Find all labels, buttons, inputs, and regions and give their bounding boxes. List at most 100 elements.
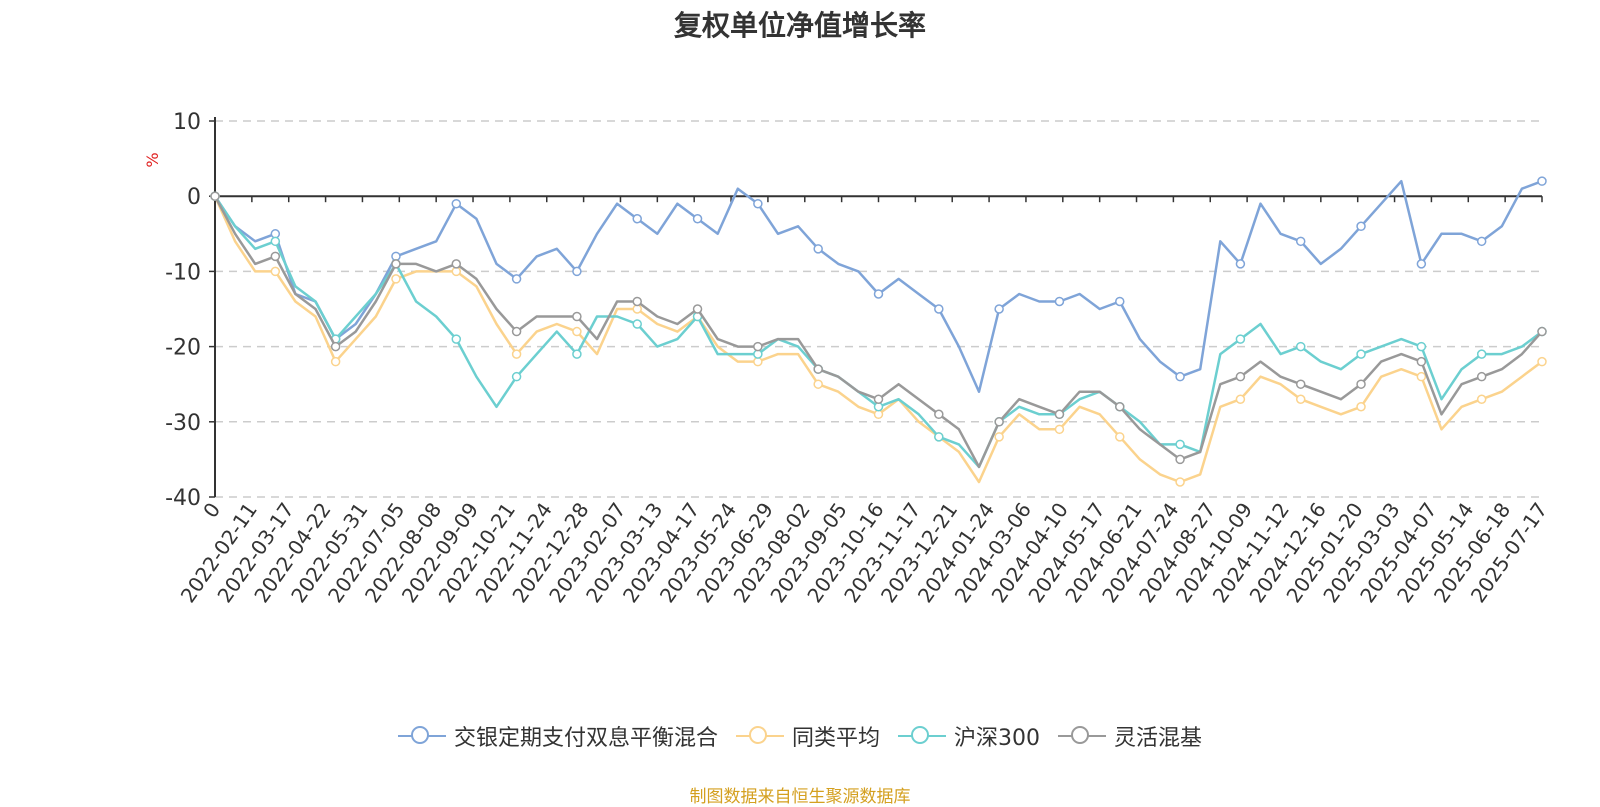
series-point xyxy=(451,334,462,344)
series-point xyxy=(1115,402,1125,412)
series-point xyxy=(270,251,281,262)
legend-marker xyxy=(397,726,446,746)
series-point xyxy=(753,341,763,352)
series-point xyxy=(632,319,642,329)
series-point xyxy=(1537,326,1547,337)
series-point xyxy=(1175,371,1185,382)
series-point xyxy=(1476,371,1487,382)
series-point xyxy=(1356,379,1366,389)
series-point xyxy=(511,371,522,382)
legend-item[interactable]: 沪深300 xyxy=(898,720,1040,752)
series-point xyxy=(692,304,703,314)
series-point xyxy=(934,432,944,442)
y-tick-label: 0 xyxy=(187,185,201,210)
series-point xyxy=(1295,341,1306,352)
series-point xyxy=(210,191,220,201)
series-point xyxy=(1054,296,1065,307)
series-point xyxy=(511,349,522,359)
grid-layer xyxy=(215,120,1542,498)
series-point xyxy=(994,417,1004,427)
series-point xyxy=(1295,379,1306,389)
series-point xyxy=(1175,477,1185,487)
axis-layer: 100-10-20-30-4002022-02-112022-03-172022… xyxy=(165,110,1552,607)
legend-item[interactable]: 同类平均 xyxy=(735,720,880,752)
legend-marker xyxy=(1058,726,1106,746)
series-point xyxy=(1476,349,1487,359)
series-point xyxy=(1416,259,1427,269)
series-point xyxy=(1416,371,1427,382)
series-point xyxy=(813,379,823,389)
series-point xyxy=(813,364,823,374)
series-point xyxy=(1115,296,1125,307)
series-point xyxy=(511,326,522,337)
legend-label: 灵活混基 xyxy=(1114,726,1203,751)
series-point xyxy=(873,394,884,404)
series-point xyxy=(572,311,582,322)
series-point xyxy=(330,356,341,367)
series-point xyxy=(1416,356,1427,367)
series-line-0 xyxy=(213,179,1543,393)
series-point xyxy=(1235,334,1246,344)
source-note: 制图数据来自恒生聚源数据库 xyxy=(689,787,911,807)
series-point xyxy=(1537,176,1547,186)
series-point xyxy=(1115,432,1125,442)
series-line-3 xyxy=(213,195,1543,469)
series-line-1 xyxy=(213,195,1543,484)
series-point xyxy=(692,214,703,224)
series-point xyxy=(572,326,582,337)
series-point xyxy=(572,266,582,277)
y-tick-label: -30 xyxy=(165,411,201,436)
series-point xyxy=(451,198,462,209)
y-tick-label: 10 xyxy=(173,110,201,135)
series-line-2 xyxy=(213,195,1543,469)
series-point xyxy=(1356,402,1366,412)
x-tick-label: 0 xyxy=(198,498,225,522)
legend-marker xyxy=(735,726,784,746)
legend-item[interactable]: 交银定期支付双息平衡混合 xyxy=(397,720,718,752)
series-point xyxy=(632,214,642,224)
legend-label: 交银定期支付双息平衡混合 xyxy=(453,726,718,751)
series-point xyxy=(391,274,401,284)
series-point xyxy=(1235,394,1246,404)
series-point xyxy=(270,266,281,277)
series-point xyxy=(1175,439,1185,450)
series-point xyxy=(873,289,884,299)
series-point xyxy=(1235,259,1246,269)
series-point xyxy=(1295,236,1306,247)
series-point xyxy=(391,259,401,269)
chart-legend: 交银定期支付双息平衡混合 同类平均 沪深300 灵活混基 xyxy=(0,720,1600,752)
series-layer xyxy=(210,176,1547,487)
y-axis-label: % xyxy=(143,152,162,167)
chart-title: 复权单位净值增长率 xyxy=(673,9,926,42)
legend-item[interactable]: 灵活混基 xyxy=(1058,720,1202,752)
y-tick-label: -40 xyxy=(165,486,201,511)
series-point xyxy=(934,304,944,314)
series-point xyxy=(1476,394,1487,404)
series-point xyxy=(1416,341,1427,352)
series-point xyxy=(632,296,642,307)
series-point xyxy=(1054,409,1065,420)
series-point xyxy=(1295,394,1306,404)
legend-label: 沪深300 xyxy=(954,726,1040,751)
line-chart: 100-10-20-30-4002022-02-112022-03-172022… xyxy=(143,110,1552,607)
legend-marker xyxy=(898,726,946,746)
series-point xyxy=(994,432,1004,442)
series-point xyxy=(270,236,281,247)
series-point xyxy=(1054,424,1065,435)
series-point xyxy=(1476,236,1487,247)
y-tick-label: -10 xyxy=(165,260,201,285)
y-tick-label: -20 xyxy=(165,336,201,361)
series-point xyxy=(511,274,522,284)
series-point xyxy=(572,349,582,359)
series-point xyxy=(1235,371,1246,382)
series-point xyxy=(934,409,944,420)
series-point xyxy=(1175,454,1185,465)
series-point xyxy=(1356,221,1366,232)
series-point xyxy=(330,341,341,352)
series-point xyxy=(994,304,1004,314)
series-point xyxy=(1356,349,1366,359)
series-point xyxy=(1537,356,1547,367)
legend-label: 同类平均 xyxy=(791,726,880,751)
series-point xyxy=(451,259,462,269)
series-point xyxy=(753,198,763,209)
